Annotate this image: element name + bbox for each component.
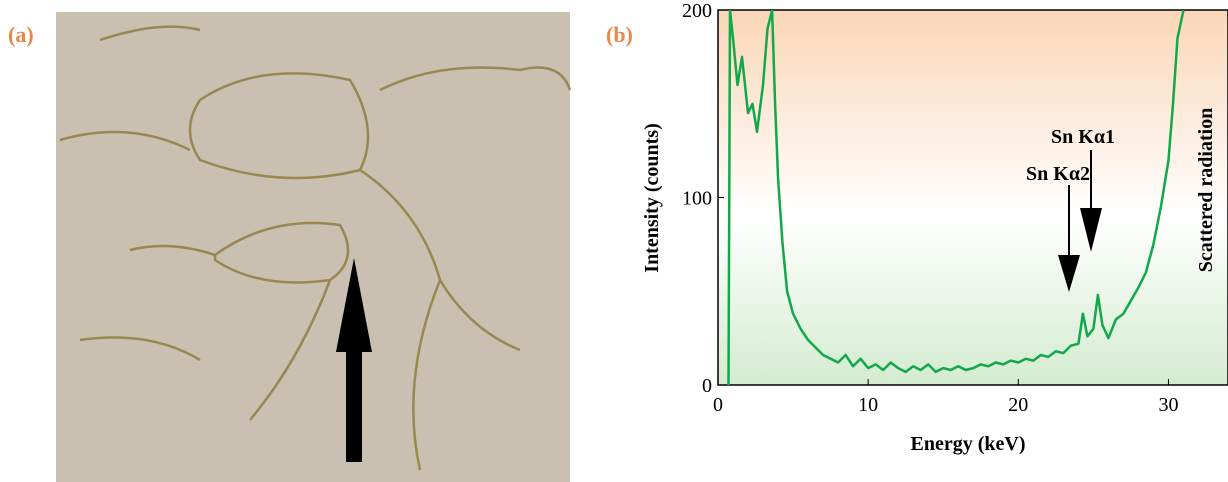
plot-area xyxy=(717,9,1228,386)
x-tick-label: 20 xyxy=(1008,394,1028,416)
chart: 0 100 200 0 10 20 30 xyxy=(682,0,1185,416)
x-tick-label: 10 xyxy=(858,394,878,416)
annotation: Sn Kα1 xyxy=(1051,126,1115,148)
x-tick-label: 0 xyxy=(713,394,723,416)
x-tick-label: 30 xyxy=(1158,394,1178,416)
micrograph xyxy=(56,12,572,482)
spectrum-line xyxy=(727,10,1185,385)
arrows xyxy=(1058,150,1102,292)
y-tick-label: 0 xyxy=(702,375,712,397)
y-tick-label: 200 xyxy=(682,0,712,22)
annotation: Sn Kα2 xyxy=(1026,163,1090,185)
y-tick-label: 100 xyxy=(682,188,712,210)
y-axis-label: Intensity (counts) xyxy=(641,123,663,272)
plot-clip xyxy=(727,10,1185,385)
x-axis-label: Energy (keV) xyxy=(911,433,1026,455)
annotation: Scattered radiation xyxy=(1195,108,1217,273)
panel-label: (b) xyxy=(606,22,633,47)
panel-label: (a) xyxy=(8,22,34,47)
